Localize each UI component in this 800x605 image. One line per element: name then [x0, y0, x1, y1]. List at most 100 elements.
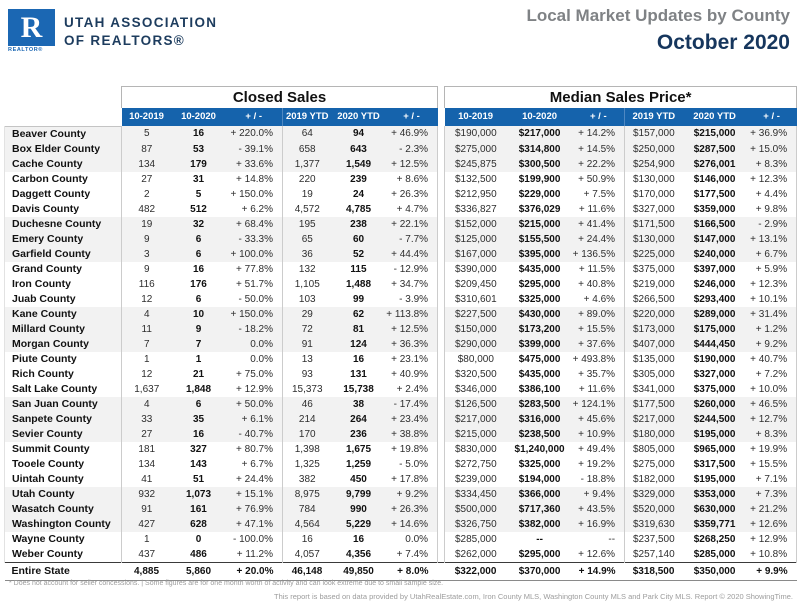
column-header-row: 10-2019 10-2020 + / - 2019 YTD 2020 YTD …	[4, 108, 797, 126]
mp-cell: $190,000	[693, 353, 736, 365]
mp-cell: + 31.4%	[746, 306, 798, 322]
cs-cell: 220	[282, 171, 332, 187]
cs-cell: 9	[171, 321, 226, 337]
mp-cell: $300,500	[506, 156, 573, 172]
cs-cell: 264	[331, 411, 386, 427]
cs-cell: 6	[171, 396, 226, 412]
mp-cell: + 4.4%	[746, 186, 798, 202]
mp-cell: $334,450	[444, 486, 507, 502]
mp-cell: $520,000	[624, 501, 683, 517]
mp-cell: + 11.6%	[578, 383, 616, 395]
cs-cell: 16	[352, 353, 365, 365]
cs-cell: - 2.3%	[385, 141, 438, 157]
mp-cell: + 89.0%	[572, 306, 625, 322]
realtor-r-icon: R	[8, 9, 55, 46]
cs-cell: 932	[121, 486, 172, 502]
table-row: Wayne County 1 0 - 100.0% 16 16 0.0% $285,000 --…	[4, 531, 798, 547]
mp-cell: + 12.9%	[746, 531, 798, 547]
mp-cell: + 43.5%	[572, 501, 625, 517]
cs-cell: + 150.0%	[225, 306, 283, 322]
cs-cell: 1	[121, 351, 172, 367]
mp-cell: $290,000	[444, 336, 507, 352]
mp-cell: + 1.2%	[746, 321, 798, 337]
county-name-cell: Emery County	[4, 231, 122, 247]
cs-cell: 437	[121, 546, 172, 562]
section-title-closed-sales: Closed Sales	[120, 86, 439, 108]
col-header-mp-2019ytd: 2019 YTD	[624, 108, 683, 126]
cs-cell: + 12.5%	[385, 156, 438, 172]
cs-cell: - 100.0%	[232, 533, 273, 545]
cs-cell: 0.0%	[405, 533, 429, 545]
section-divider	[437, 351, 446, 367]
mp-cell: + 10.9%	[572, 426, 625, 442]
mp-cell: $212,950	[454, 188, 497, 200]
cs-cell: + 6.7%	[241, 458, 273, 470]
cs-cell: 53	[171, 141, 226, 157]
col-header-mp-ytd-change: + / -	[746, 108, 797, 126]
section-divider	[437, 321, 446, 337]
cs-cell: 1,073	[171, 486, 226, 502]
table-row: Millard County 11 9- 18.2% 72 81 + 12.5% $150,…	[4, 321, 798, 337]
section-divider	[437, 486, 446, 502]
table-row: Juab County 12 6 - 50.0% 103 99 - 3.9% $310,601…	[4, 291, 798, 307]
mp-cell: + 16.9%	[572, 516, 625, 532]
cs-cell: - 3.9%	[399, 293, 429, 305]
section-divider	[437, 156, 446, 172]
cs-cell: 4,785	[345, 203, 372, 215]
table-row: Carbon County 27 31 + 14.8% 220 239 + 8.6% $132…	[4, 171, 798, 187]
table-row: Rich County 12 21 + 75.0% 93 131 + 40.9% $320,5…	[4, 366, 798, 382]
mp-cell: $318,500	[624, 561, 683, 581]
mp-cell: + 41.4%	[572, 216, 625, 232]
mp-cell: $268,250	[693, 533, 736, 545]
cs-cell: + 14.8%	[236, 173, 273, 185]
mp-cell: $370,000	[506, 561, 573, 581]
county-name-cell: Kane County	[4, 306, 122, 322]
mp-cell: $238,500	[506, 426, 573, 442]
table-body: Beaver County 5 16 + 220.0% 64 94 + 46.9% $190,…	[4, 125, 798, 581]
mp-cell: $353,000	[682, 486, 747, 502]
cs-cell: + 47.1%	[225, 516, 283, 532]
cs-cell: - 12.9%	[393, 263, 429, 275]
cs-cell: + 12.5%	[385, 321, 438, 337]
cs-cell: 179	[171, 156, 226, 172]
mp-cell: $125,000	[444, 231, 507, 247]
county-name-cell: Duchesne County	[4, 216, 122, 232]
cs-cell: - 33.3%	[225, 231, 283, 247]
col-header-cs-10-2019: 10-2019	[121, 108, 172, 126]
cs-cell: 4	[121, 396, 172, 412]
mp-cell: $209,450	[454, 278, 497, 290]
col-header-mp-10-2020: 10-2020	[506, 108, 573, 126]
county-name-cell: Wasatch County	[4, 501, 122, 517]
cs-cell: 16	[282, 531, 332, 547]
county-name-cell: Daggett County	[4, 186, 122, 202]
cs-cell: 36	[282, 246, 332, 262]
mp-cell: + 4.6%	[583, 293, 616, 305]
table-row: Box Elder County 87 53- 39.1% 658 643- 2.3% $…	[4, 141, 798, 157]
col-header-cs-10-2020: 10-2020	[171, 108, 226, 126]
mp-cell: $225,000	[624, 246, 683, 262]
cs-cell: 32	[171, 216, 226, 232]
section-divider	[437, 216, 446, 232]
section-divider	[437, 471, 446, 487]
cs-cell: 116	[121, 276, 172, 292]
cs-cell: 784	[282, 501, 332, 517]
cs-cell: 176	[190, 278, 207, 290]
mp-cell: $305,000	[624, 366, 683, 382]
mp-cell: $435,000	[518, 263, 561, 275]
mp-cell: + 10.8%	[746, 546, 798, 562]
cs-cell: 19	[121, 216, 172, 232]
section-divider	[437, 396, 446, 412]
cs-cell: - 39.1%	[225, 141, 283, 157]
mp-cell: + 10.0%	[746, 381, 798, 397]
cs-cell: 132	[282, 261, 332, 277]
cs-cell: + 150.0%	[230, 188, 273, 200]
cs-cell: 8,975	[282, 486, 332, 502]
cs-cell: + 12.9%	[236, 383, 273, 395]
cs-cell: 4,057	[282, 546, 332, 562]
cs-cell: 1,488	[345, 278, 372, 290]
mp-cell: $407,000	[624, 336, 683, 352]
mp-cell: $295,000	[518, 278, 561, 290]
cs-cell: 5	[121, 126, 172, 142]
table-row: San Juan County 4 6 + 50.0% 46 38- 17.4% $126,…	[4, 396, 798, 412]
table-row: Cache County 134 179 + 33.6% 1,377 1,549 + 12.…	[4, 156, 798, 172]
